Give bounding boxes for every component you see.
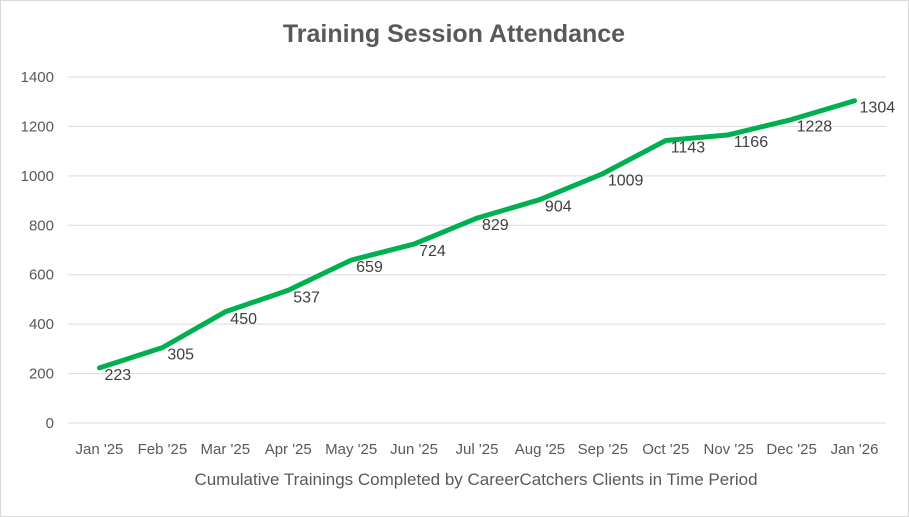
y-tick-label: 1400 bbox=[21, 69, 54, 86]
data-label: 1166 bbox=[734, 134, 769, 151]
data-label: 223 bbox=[104, 367, 131, 384]
y-tick-label: 200 bbox=[29, 366, 54, 383]
x-tick-label: Oct '25 bbox=[642, 441, 689, 458]
x-tick-label: Dec '25 bbox=[766, 441, 816, 458]
x-tick-label: Mar '25 bbox=[201, 441, 251, 458]
x-tick-label: Jan '26 bbox=[831, 441, 879, 458]
data-label: 450 bbox=[230, 311, 257, 328]
data-label: 1143 bbox=[671, 140, 706, 157]
x-tick-label: Apr '25 bbox=[265, 441, 312, 458]
x-tick-label: Feb '25 bbox=[138, 441, 188, 458]
x-tick-label: Jun '25 bbox=[390, 441, 438, 458]
data-label: 1009 bbox=[608, 173, 644, 190]
data-label: 829 bbox=[482, 217, 509, 234]
data-labels: 223 305 450 537 659 724 829 904 1009 1143 1166 1228… bbox=[104, 100, 895, 384]
gridlines bbox=[68, 76, 886, 424]
x-axis-ticks: Jan '25 Feb '25 Mar '25 Apr '25 May '25 Jun '… bbox=[76, 441, 879, 458]
x-tick-label: Jan '25 bbox=[76, 441, 124, 458]
data-label: 659 bbox=[356, 259, 383, 276]
x-axis-title: Cumulative Trainings Completed by Career… bbox=[194, 470, 757, 489]
y-tick-label: 600 bbox=[29, 267, 54, 284]
y-axis-ticks: 0 200 400 600 800 1000 1200 1400 bbox=[21, 69, 54, 432]
chart-title: Training Session Attendance bbox=[283, 20, 625, 48]
data-label: 904 bbox=[545, 199, 572, 216]
x-tick-label: Nov '25 bbox=[703, 441, 753, 458]
data-label: 305 bbox=[167, 347, 194, 364]
data-label: 724 bbox=[419, 243, 446, 260]
y-tick-label: 0 bbox=[46, 415, 54, 432]
data-label: 1304 bbox=[860, 100, 896, 117]
y-tick-label: 1000 bbox=[21, 168, 54, 185]
x-tick-label: Jul '25 bbox=[456, 441, 499, 458]
data-label: 537 bbox=[293, 289, 320, 306]
data-label: 1228 bbox=[797, 119, 833, 136]
x-tick-label: Sep '25 bbox=[578, 441, 628, 458]
series bbox=[96, 98, 858, 371]
y-tick-label: 400 bbox=[29, 316, 54, 333]
x-tick-label: May '25 bbox=[325, 441, 377, 458]
x-tick-label: Aug '25 bbox=[515, 441, 565, 458]
y-tick-label: 800 bbox=[29, 217, 54, 234]
series-line bbox=[96, 98, 858, 371]
y-tick-label: 1200 bbox=[21, 118, 54, 135]
